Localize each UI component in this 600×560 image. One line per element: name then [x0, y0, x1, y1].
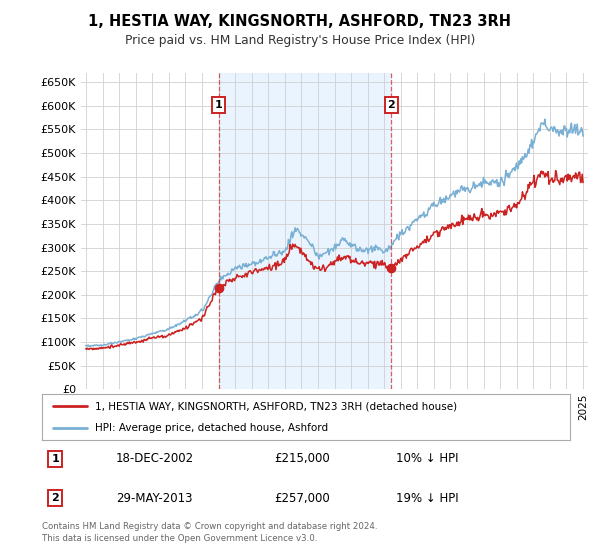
- Bar: [218, 73, 391, 389]
- Text: 2: 2: [387, 100, 395, 110]
- Text: 1, HESTIA WAY, KINGSNORTH, ASHFORD, TN23 3RH: 1, HESTIA WAY, KINGSNORTH, ASHFORD, TN23…: [89, 14, 511, 29]
- Text: 1: 1: [52, 454, 59, 464]
- Text: 19% ↓ HPI: 19% ↓ HPI: [396, 492, 458, 505]
- Text: Price paid vs. HM Land Registry's House Price Index (HPI): Price paid vs. HM Land Registry's House …: [125, 34, 475, 46]
- Text: £257,000: £257,000: [274, 492, 330, 505]
- Text: HPI: Average price, detached house, Ashford: HPI: Average price, detached house, Ashf…: [95, 423, 328, 433]
- Text: Contains HM Land Registry data © Crown copyright and database right 2024.
This d: Contains HM Land Registry data © Crown c…: [42, 522, 377, 543]
- Text: 10% ↓ HPI: 10% ↓ HPI: [396, 452, 458, 465]
- Text: £215,000: £215,000: [274, 452, 330, 465]
- Text: 1, HESTIA WAY, KINGSNORTH, ASHFORD, TN23 3RH (detached house): 1, HESTIA WAY, KINGSNORTH, ASHFORD, TN23…: [95, 401, 457, 411]
- Text: 29-MAY-2013: 29-MAY-2013: [116, 492, 193, 505]
- Text: 1: 1: [215, 100, 223, 110]
- Text: 2: 2: [52, 493, 59, 503]
- Text: 18-DEC-2002: 18-DEC-2002: [116, 452, 194, 465]
